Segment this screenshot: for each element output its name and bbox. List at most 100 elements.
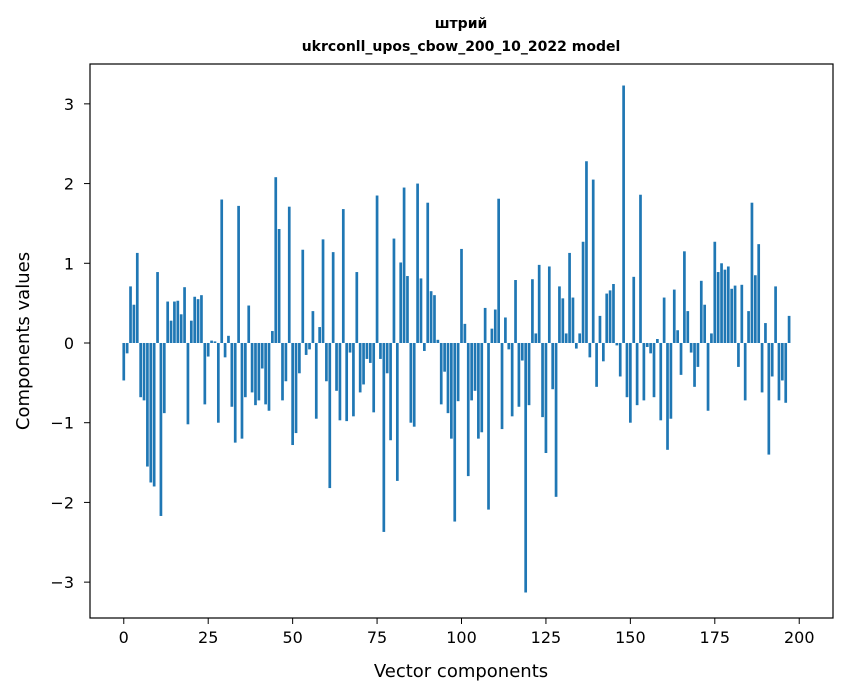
- bar: [510, 342, 514, 417]
- bar: [574, 342, 578, 349]
- bar: [517, 342, 521, 407]
- bar: [460, 248, 463, 343]
- bar: [784, 342, 788, 403]
- bar: [780, 342, 784, 381]
- x-tick-label: 125: [531, 628, 562, 647]
- bar: [760, 342, 764, 393]
- bar: [520, 342, 524, 361]
- bar: [625, 342, 629, 398]
- bar: [294, 342, 298, 434]
- bar: [524, 342, 528, 593]
- bar: [179, 314, 183, 343]
- y-axis-label: Components values: [13, 252, 34, 430]
- y-tick-label: 2: [64, 175, 74, 194]
- bar: [385, 342, 389, 374]
- y-tick-label: −2: [50, 493, 74, 512]
- ticks-group: 0 25 50 75 100 125 150 175 200 −3 −2 −1 0 1 2 3: [50, 95, 814, 647]
- bar: [480, 342, 484, 433]
- x-tick-label: 0: [119, 628, 129, 647]
- bar: [564, 333, 568, 343]
- bar: [679, 342, 683, 375]
- bar: [710, 333, 713, 343]
- bar: [308, 342, 311, 350]
- bar: [571, 297, 575, 343]
- bar: [216, 342, 220, 423]
- bar: [615, 342, 619, 346]
- bar: [365, 342, 369, 359]
- chart-title-line-1: штрий: [435, 16, 488, 32]
- bar: [716, 272, 720, 343]
- bar: [230, 342, 234, 407]
- bar: [737, 342, 740, 367]
- bar: [777, 342, 781, 401]
- bar: [747, 311, 750, 343]
- bar: [382, 342, 386, 532]
- bar: [139, 342, 143, 398]
- bar: [291, 342, 294, 446]
- bar: [720, 263, 723, 343]
- y-tick-label: 1: [64, 254, 74, 273]
- bar: [254, 342, 257, 406]
- bar: [477, 342, 480, 439]
- bar: [662, 297, 666, 343]
- bar: [220, 199, 224, 343]
- bar: [439, 342, 443, 405]
- bar: [129, 286, 132, 343]
- bar: [314, 342, 318, 419]
- bar: [244, 342, 247, 398]
- bar: [399, 262, 403, 343]
- bar: [666, 342, 669, 450]
- bar: [348, 342, 352, 353]
- bar: [429, 291, 433, 343]
- bar: [159, 342, 163, 516]
- bar: [453, 342, 457, 522]
- bar: [507, 342, 511, 350]
- bar: [696, 342, 700, 367]
- bar: [260, 342, 264, 369]
- chart-title-line-2: ukrconll_upos_cbow_200_10_2022 model: [302, 39, 621, 55]
- bar: [267, 342, 271, 411]
- bar: [713, 241, 717, 343]
- bar: [362, 342, 365, 385]
- y-tick-label: 0: [64, 334, 74, 353]
- bar: [629, 342, 632, 423]
- bar: [446, 342, 450, 414]
- bar: [321, 239, 325, 343]
- bar: [412, 342, 416, 427]
- bar: [196, 299, 200, 343]
- bar: [686, 311, 690, 343]
- bar: [122, 342, 126, 381]
- bar: [379, 342, 382, 359]
- bar: [561, 298, 565, 343]
- bar: [706, 342, 710, 411]
- bar: [240, 342, 244, 439]
- bar: [375, 195, 379, 343]
- bar: [497, 198, 501, 343]
- bar: [500, 342, 504, 430]
- bar: [730, 288, 734, 343]
- x-tick-label: 200: [784, 628, 815, 647]
- x-tick-label: 25: [198, 628, 218, 647]
- bar: [210, 340, 213, 343]
- bar: [770, 342, 774, 377]
- bar: [274, 177, 278, 343]
- bar: [345, 342, 349, 422]
- bar: [622, 85, 625, 343]
- x-tick-label: 175: [700, 628, 731, 647]
- bar: [787, 315, 791, 343]
- bar: [740, 284, 744, 343]
- bar: [514, 280, 517, 343]
- bar: [169, 320, 173, 343]
- bar: [551, 342, 555, 390]
- bar: [547, 266, 551, 343]
- bar: [591, 179, 595, 343]
- y-tick-label: −1: [50, 414, 74, 433]
- bar: [284, 342, 288, 382]
- bar: [764, 323, 767, 343]
- bar: [149, 342, 153, 483]
- bar: [436, 339, 440, 343]
- bar: [537, 264, 541, 343]
- bar: [703, 304, 707, 343]
- bar: [504, 317, 507, 343]
